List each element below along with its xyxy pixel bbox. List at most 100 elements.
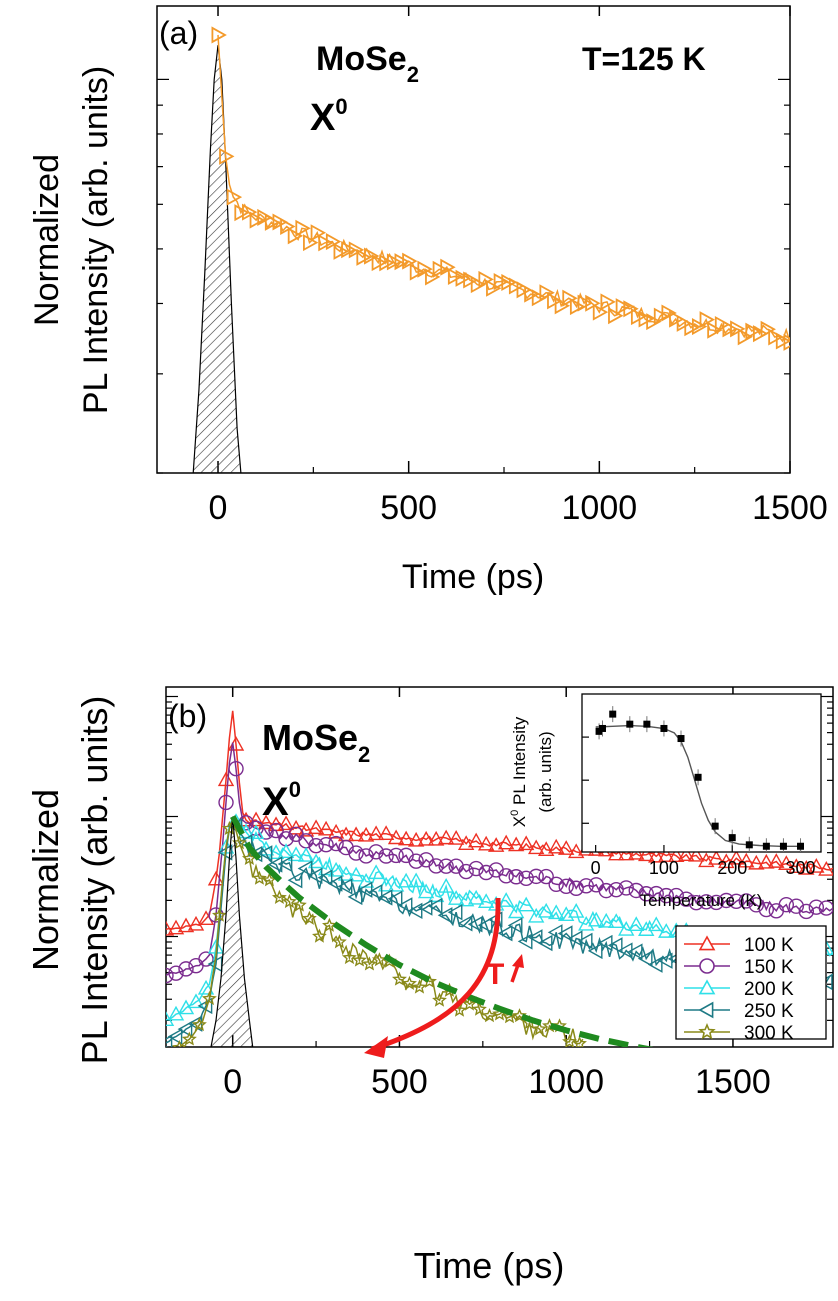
data-point bbox=[572, 1035, 587, 1047]
data-point bbox=[432, 992, 447, 1007]
data-point bbox=[267, 844, 285, 859]
data-point bbox=[337, 865, 355, 881]
data-point bbox=[331, 934, 347, 949]
data-point bbox=[798, 903, 815, 920]
data-point bbox=[752, 325, 769, 343]
data-point bbox=[388, 847, 404, 864]
data-point bbox=[181, 1031, 197, 1046]
data-point bbox=[448, 858, 464, 874]
data-point bbox=[498, 868, 514, 884]
data-point bbox=[228, 760, 244, 777]
panel-a-axes: 0 500 1000 1500 bbox=[157, 6, 828, 527]
data-point bbox=[440, 258, 456, 276]
data-point bbox=[371, 254, 388, 272]
data-point bbox=[338, 839, 354, 856]
data-point bbox=[397, 897, 413, 914]
data-point bbox=[432, 260, 449, 278]
data-point bbox=[527, 839, 545, 855]
data-point bbox=[487, 837, 505, 852]
inset-data-point bbox=[797, 842, 805, 850]
data-point bbox=[678, 891, 694, 907]
data-point bbox=[585, 294, 601, 312]
data-point bbox=[527, 929, 543, 946]
data-point bbox=[357, 873, 375, 888]
inset-ylabel-2: (arb. units) bbox=[536, 731, 555, 812]
data-point bbox=[307, 819, 325, 835]
data-point bbox=[699, 311, 715, 329]
data-point bbox=[568, 903, 585, 918]
data-point bbox=[367, 864, 385, 880]
data-point bbox=[538, 902, 555, 918]
data-point bbox=[638, 310, 654, 328]
data-point bbox=[257, 814, 275, 830]
data-point bbox=[437, 907, 453, 924]
data-point bbox=[676, 314, 693, 332]
data-point bbox=[497, 834, 515, 850]
data-point bbox=[367, 884, 383, 901]
data-point bbox=[775, 332, 790, 350]
data-point bbox=[455, 269, 471, 287]
data-point bbox=[177, 917, 195, 933]
data-point bbox=[401, 975, 417, 991]
data-point bbox=[684, 319, 700, 337]
data-point bbox=[402, 252, 418, 270]
data-point bbox=[447, 890, 465, 905]
data-point bbox=[292, 897, 307, 912]
data-point bbox=[301, 910, 317, 925]
data-point bbox=[587, 942, 603, 960]
data-point bbox=[303, 234, 319, 252]
data-point bbox=[818, 861, 833, 876]
inset-points bbox=[595, 706, 805, 852]
data-point bbox=[517, 896, 535, 912]
panel-a-temperature: T=125 K bbox=[582, 41, 706, 77]
data-point bbox=[287, 227, 304, 245]
legend-label: 200 K bbox=[744, 979, 794, 1000]
data-point bbox=[438, 858, 454, 874]
data-point bbox=[417, 830, 435, 846]
data-point bbox=[698, 852, 715, 868]
data-point bbox=[493, 273, 510, 291]
data-point bbox=[447, 267, 464, 286]
data-point bbox=[557, 925, 573, 942]
data-point bbox=[325, 233, 342, 251]
data-point bbox=[688, 846, 705, 862]
data-point bbox=[295, 219, 311, 237]
data-point bbox=[539, 284, 555, 302]
x-tick-label: 1000 bbox=[528, 1063, 604, 1101]
data-point bbox=[219, 147, 235, 165]
data-point bbox=[517, 835, 535, 851]
data-point bbox=[592, 303, 609, 321]
data-point bbox=[668, 887, 684, 904]
data-point bbox=[168, 965, 184, 981]
data-point bbox=[647, 956, 663, 973]
data-point bbox=[277, 815, 295, 831]
data-point bbox=[425, 268, 441, 286]
data-point bbox=[187, 1015, 203, 1032]
data-point bbox=[745, 322, 761, 340]
data-point bbox=[548, 904, 565, 920]
data-point bbox=[708, 894, 724, 911]
data-point bbox=[327, 861, 345, 877]
data-point bbox=[297, 847, 315, 862]
data-point bbox=[608, 882, 624, 898]
data-point bbox=[467, 889, 485, 905]
data-point bbox=[348, 845, 364, 861]
data-point bbox=[462, 996, 477, 1011]
data-point bbox=[226, 188, 243, 206]
data-point bbox=[508, 869, 524, 885]
data-point bbox=[247, 824, 265, 839]
data-point bbox=[524, 285, 540, 303]
data-point bbox=[808, 899, 825, 915]
data-point bbox=[569, 298, 586, 316]
legend-label: 250 K bbox=[744, 1001, 794, 1022]
legend-swatch-marker bbox=[698, 935, 716, 951]
panel-a-ylabel-1: Normalized bbox=[28, 154, 66, 326]
data-point bbox=[333, 242, 349, 260]
data-point bbox=[558, 878, 574, 895]
data-point bbox=[718, 853, 735, 869]
panel-b-xlabel: Time (ps) bbox=[414, 1245, 565, 1286]
data-point bbox=[507, 917, 523, 934]
x-tick-label: 0 bbox=[223, 1063, 242, 1101]
data-point bbox=[531, 289, 548, 307]
